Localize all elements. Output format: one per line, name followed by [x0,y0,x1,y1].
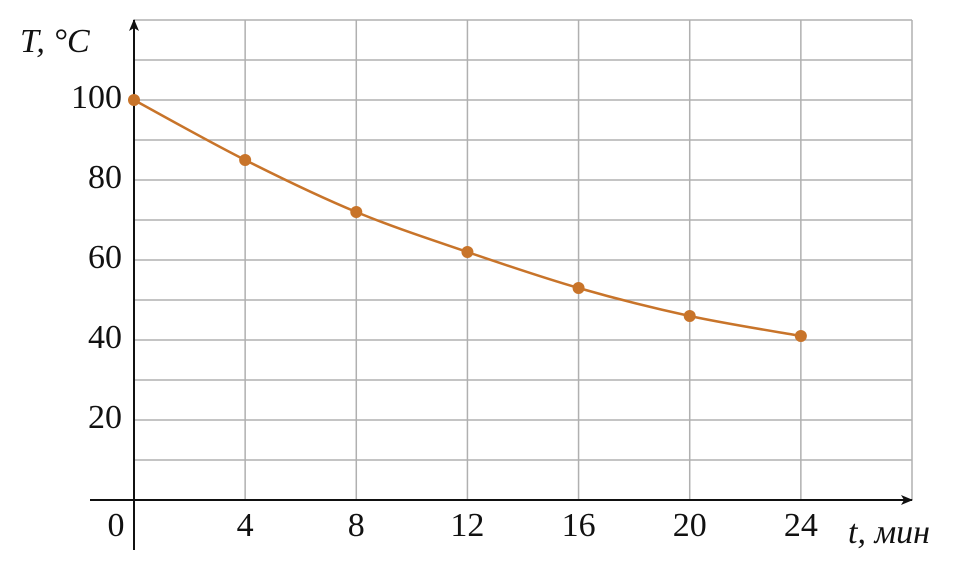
point [794,330,807,342]
y-tick-label: 20 [88,399,122,436]
x-tick-label: 16 [562,507,596,544]
point [239,154,252,166]
y-tick-label: 80 [88,159,122,196]
point [350,206,363,218]
point [572,282,585,294]
x-tick-label: 24 [784,507,818,544]
y-tick-label: 100 [71,79,122,116]
x-tick-label: 4 [237,507,254,544]
y-axis-label: T, °C [20,23,90,60]
x-tick-label: 0 [108,507,125,544]
y-tick-label: 40 [88,319,122,356]
x-tick-label: 8 [348,507,365,544]
x-tick-label: 20 [673,507,707,544]
grid [134,19,913,500]
x-axis-label: t, мин [848,514,930,551]
point [683,310,696,322]
point [128,94,140,106]
y-tick-label: 60 [88,239,122,276]
point [461,246,474,258]
x-tick-label: 12 [450,507,484,544]
